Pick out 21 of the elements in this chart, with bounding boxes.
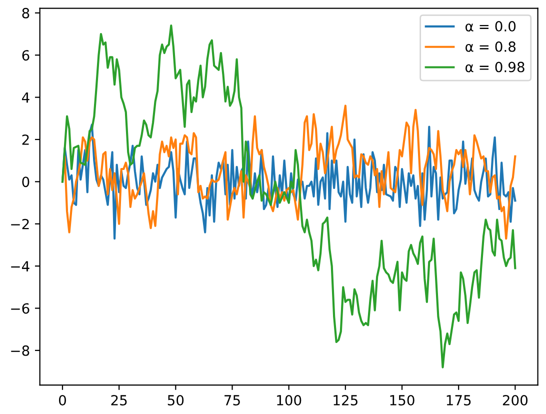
x-tick-label: 75: [224, 395, 240, 406]
y-tick-label: −8: [11, 345, 30, 356]
x-tick-label: 25: [111, 394, 127, 406]
x-tick-label: 150: [390, 394, 414, 406]
y-tick-label: 6: [22, 50, 30, 61]
y-tick-label: 0: [22, 176, 30, 188]
y-tick-label: 4: [22, 92, 30, 103]
x-tick-label: 125: [334, 394, 358, 406]
y-tick-label: −4: [11, 261, 30, 272]
y-tick-label: 2: [22, 134, 29, 145]
legend-label: α = 0.8: [466, 41, 516, 52]
x-tick-label: 175: [446, 395, 471, 406]
legend-label: α = 0.0: [466, 21, 516, 32]
legend-label: α = 0.98: [466, 62, 524, 72]
x-tick-label: 200: [502, 394, 528, 406]
y-tick-label: −2: [11, 218, 29, 230]
x-tick-label: 50: [168, 394, 184, 406]
y-tick-label: −6: [11, 303, 30, 314]
x-tick-label: 0: [58, 394, 66, 406]
x-tick-label: 100: [277, 394, 302, 406]
y-tick-label: 8: [22, 8, 30, 18]
